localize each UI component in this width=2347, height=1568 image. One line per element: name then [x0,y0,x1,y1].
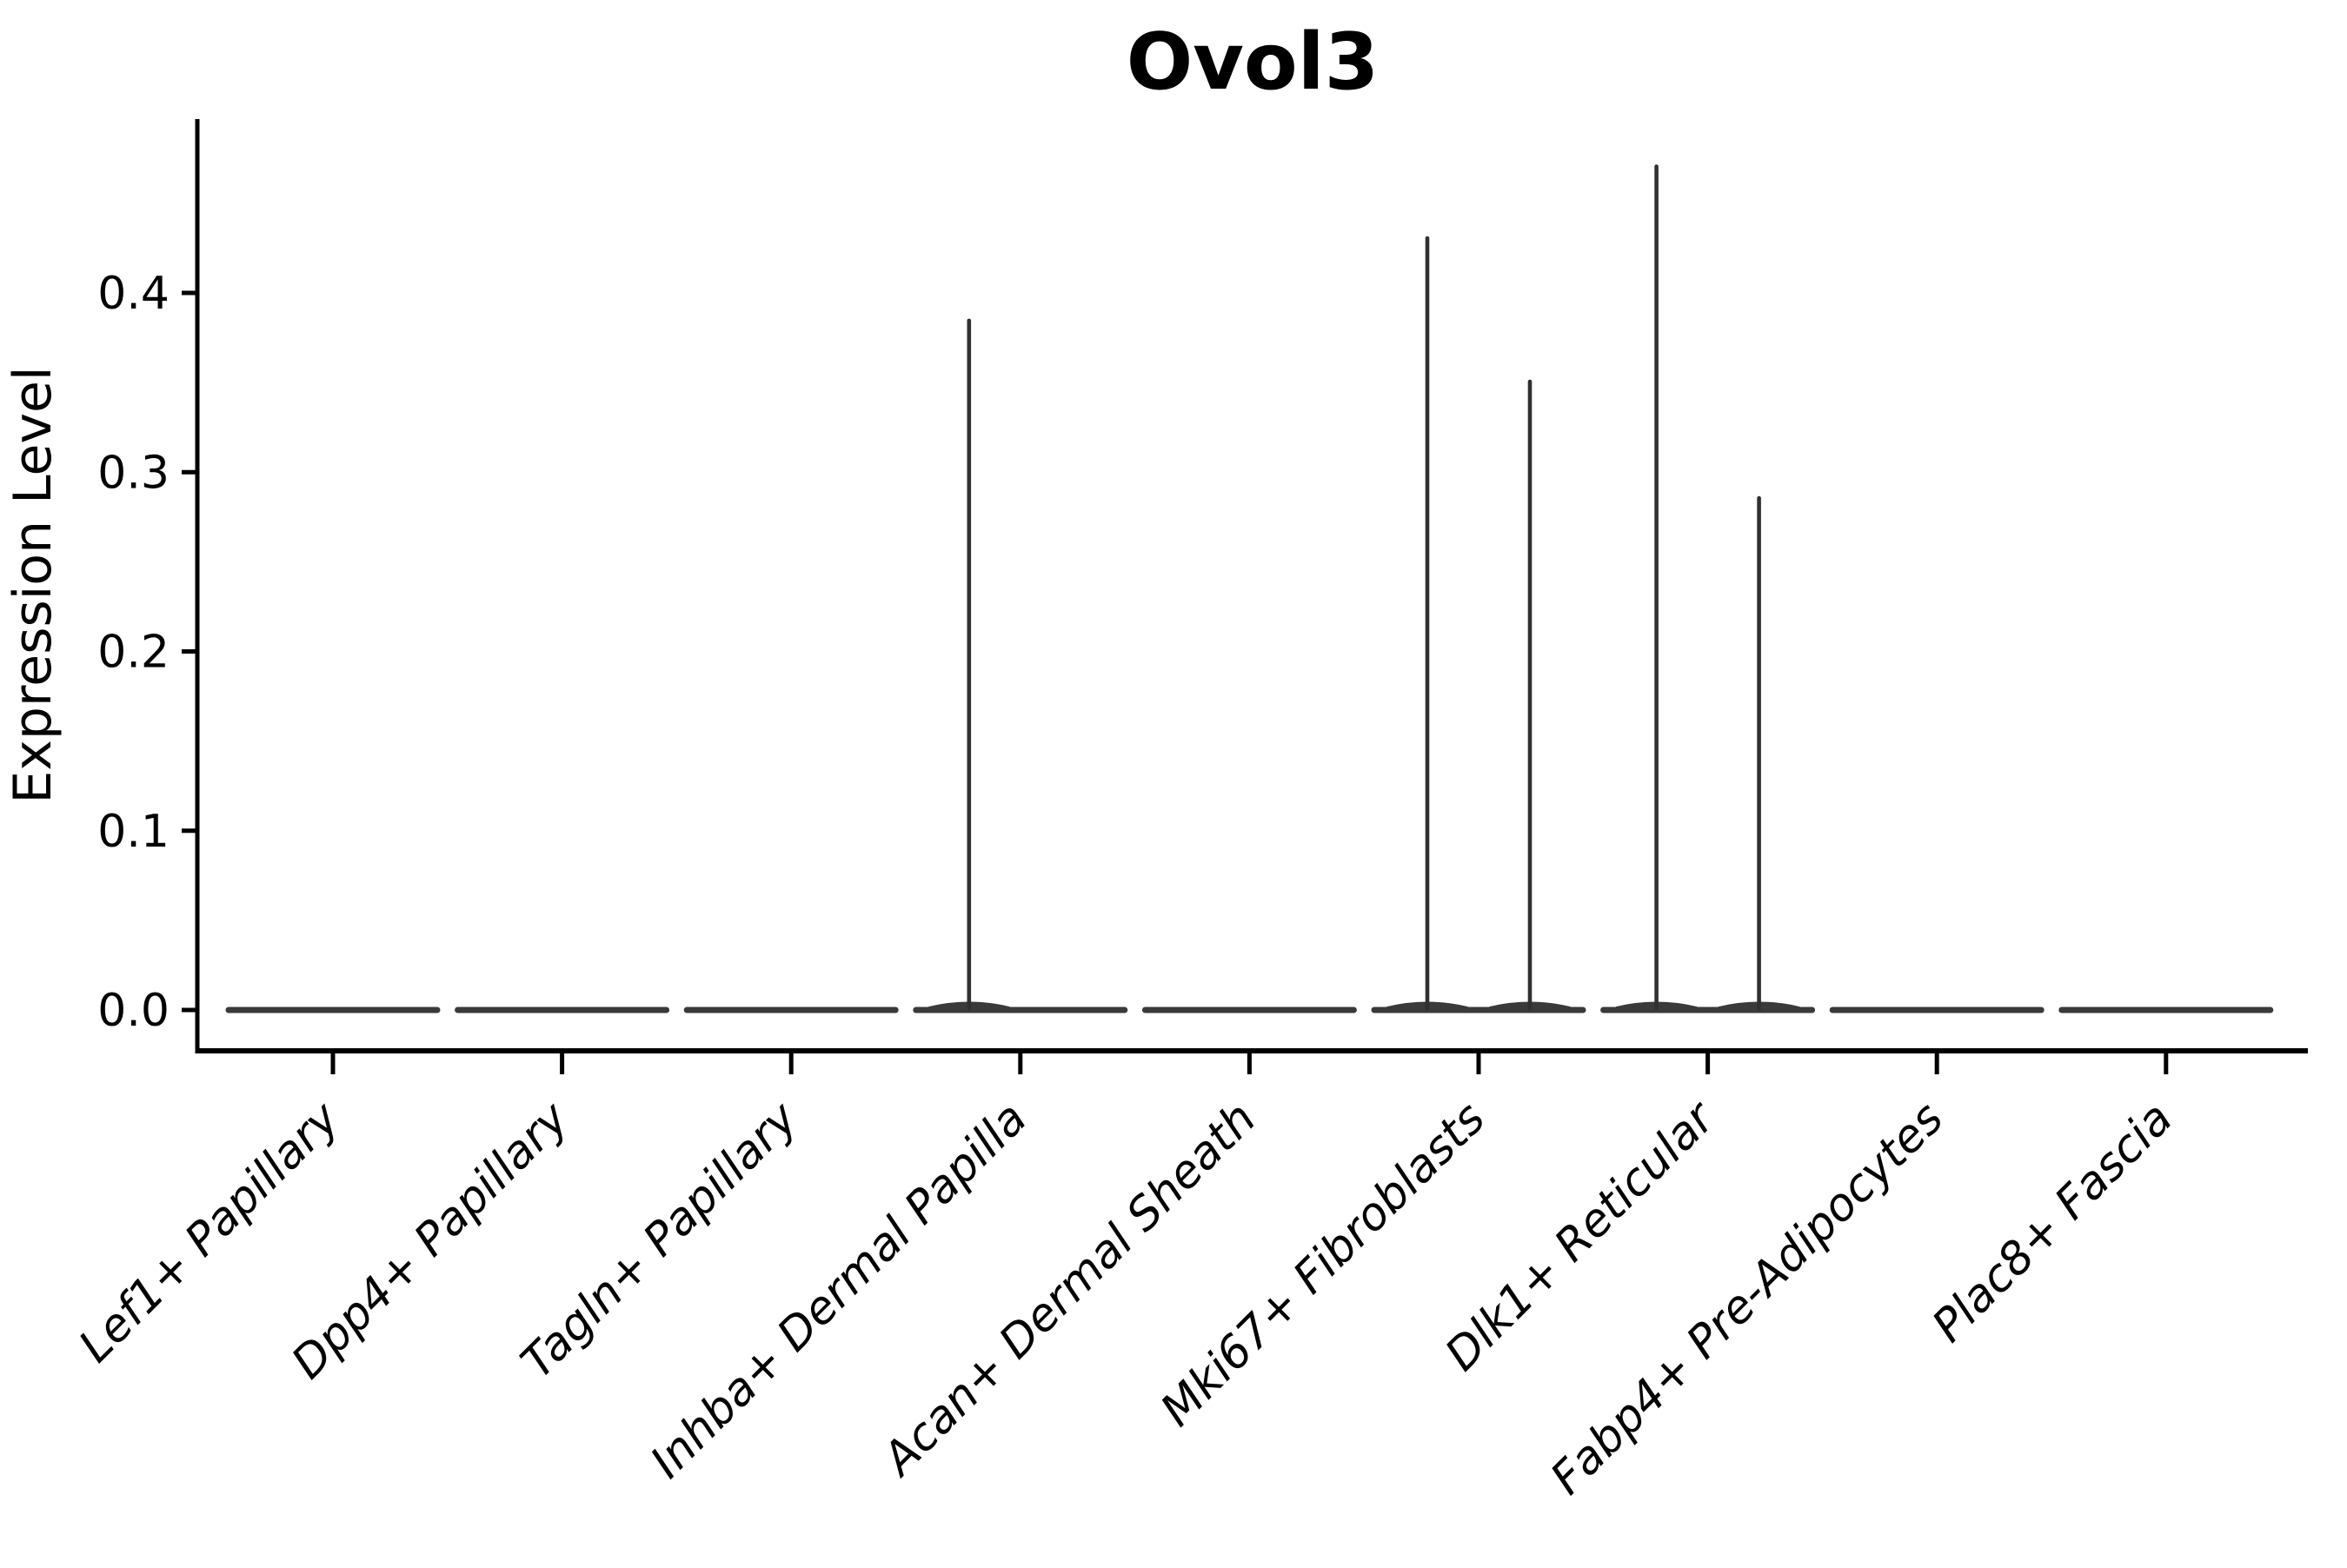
y-tick-label: 0.3 [97,447,170,499]
violin [913,318,1128,1013]
x-tick-label: Acan+ Dermal Sheath [872,1093,1267,1487]
y-axis-label: Expression Level [3,366,63,803]
y-tick-label: 0.4 [97,268,170,320]
violin [1600,164,1816,1013]
y-tick-label: 0.0 [97,985,170,1037]
y-tick-label: 0.1 [97,806,170,858]
x-tick-label: Inhba+ Dermal Papilla [641,1093,1037,1489]
x-tick-label: Plac8+ Fascia [1923,1093,2183,1352]
violins-layer [225,164,2274,1013]
violin [1371,236,1586,1013]
x-tick-label: Fabp4+ Pre-Adipocytes [1541,1093,1954,1505]
y-tick-label: 0.2 [97,627,170,679]
plot-title: Ovol3 [1127,17,1379,108]
